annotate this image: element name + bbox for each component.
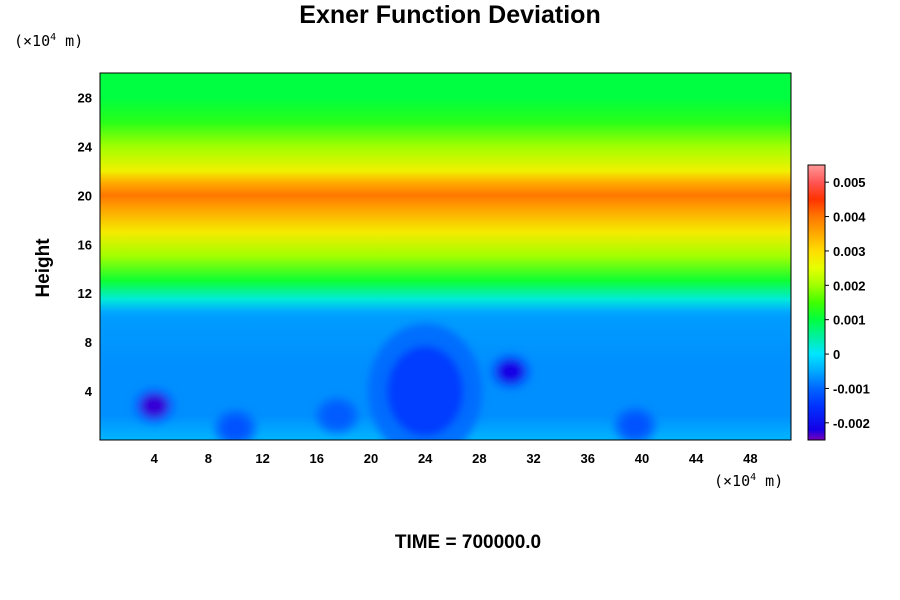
plot-frame [99, 72, 792, 441]
x-tick-label: 28 [472, 451, 486, 466]
y-tick-label: 16 [78, 237, 92, 252]
x-tick-label: 12 [255, 451, 269, 466]
anomaly-blobs [133, 323, 657, 440]
colorbar-tick-label: 0 [833, 347, 840, 362]
anomaly-core-3 [221, 415, 250, 440]
x-tick-label: 4 [151, 451, 159, 466]
x-axis-ticks: 4 8 12 16 20 24 28 32 36 40 44 48 [151, 451, 758, 466]
colorbar-tick-label: 0.003 [833, 244, 866, 259]
anomaly-core-0 [140, 393, 169, 418]
time-label: TIME = 700000.0 [394, 532, 542, 553]
y-axis-ticks: 4 8 12 16 20 24 28 [78, 90, 93, 399]
y-tick-label: 12 [78, 286, 92, 301]
x-axis-unit: (×104 m) [714, 472, 784, 490]
colorbar [807, 164, 826, 441]
colorbar-tick-label: -0.002 [833, 416, 870, 431]
x-tick-label: 16 [310, 451, 324, 466]
x-tick-label: 20 [364, 451, 378, 466]
colorbar-body [807, 164, 826, 441]
y-axis-unit: (×104 m) [14, 32, 84, 50]
anomaly-core-5 [323, 403, 352, 428]
x-tick-label: 8 [205, 451, 212, 466]
anomaly-core-1 [496, 359, 525, 384]
y-tick-label: 4 [85, 384, 93, 399]
colorbar-tick-label: 0.002 [833, 278, 866, 293]
anomaly-core-4 [621, 413, 650, 438]
colorbar-ticks: 0.005 0.004 0.003 0.002 0.001 0 -0.001 -0.002 [825, 175, 870, 431]
anomaly-core-2 [387, 346, 464, 437]
x-tick-label: 40 [635, 451, 649, 466]
y-tick-label: 24 [78, 139, 93, 154]
y-tick-label: 8 [85, 335, 92, 350]
x-tick-label: 32 [526, 451, 540, 466]
x-tick-label: 44 [689, 451, 704, 466]
x-tick-label: 36 [581, 451, 595, 466]
colorbar-tick-label: 0.004 [833, 210, 866, 225]
colorbar-tick-label: 0.001 [833, 313, 866, 328]
x-tick-label: 48 [743, 451, 757, 466]
x-tick-label: 24 [418, 451, 433, 466]
colorbar-tick-label: 0.005 [833, 175, 866, 190]
colorbar-tick-label: -0.001 [833, 381, 870, 396]
chart-title: Exner Function Deviation [299, 1, 601, 29]
y-tick-label: 20 [78, 188, 92, 203]
y-tick-label: 28 [78, 90, 92, 105]
plot-area [100, 73, 791, 440]
